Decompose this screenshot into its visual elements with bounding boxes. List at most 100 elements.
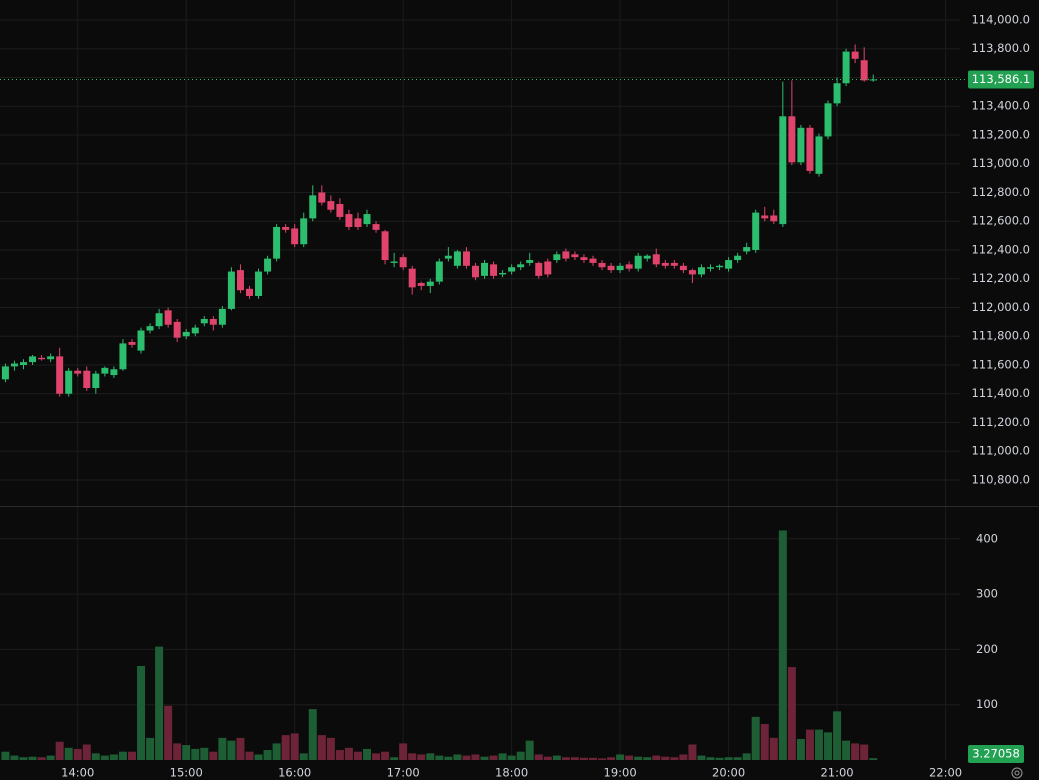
candle-body: [490, 264, 498, 276]
candle-body: [390, 261, 398, 263]
candle-body: [616, 265, 624, 271]
volume-bar: [381, 751, 390, 760]
volume-bar: [308, 709, 317, 760]
volume-bar: [335, 750, 344, 760]
y2-tick-label: 400: [976, 531, 998, 545]
candle-body: [598, 262, 606, 268]
volume-bar: [534, 754, 543, 760]
volume-bar: [272, 743, 281, 760]
candle-body: [291, 228, 299, 245]
candle-body: [191, 327, 199, 334]
y-tick-label: 111,800.0: [971, 329, 1030, 343]
candle-body: [679, 265, 687, 271]
volume-bar: [507, 755, 516, 760]
volume-bar: [724, 757, 733, 760]
x-tick-label: 22:00: [929, 766, 962, 780]
candle-body: [227, 271, 235, 309]
volume-bar: [453, 754, 462, 760]
volume-bar: [236, 737, 245, 760]
volume-bar: [715, 757, 724, 760]
candle-body: [734, 255, 742, 261]
volume-bar: [516, 751, 525, 760]
last-price-label: 113,586.1: [972, 72, 1031, 86]
volume-bar: [697, 755, 706, 760]
candle-body: [318, 192, 326, 203]
volume-bar: [28, 756, 37, 760]
candle-body: [589, 258, 597, 263]
volume-bar: [625, 755, 634, 760]
candle-body: [661, 262, 669, 266]
x-tick-label: 17:00: [387, 766, 420, 780]
volume-bar: [814, 729, 823, 760]
volume-bar: [182, 745, 191, 760]
candle-body: [273, 226, 281, 259]
y-tick-label: 113,400.0: [971, 99, 1030, 113]
candle-body: [173, 321, 181, 338]
candle-body: [245, 288, 253, 296]
x-tick-label: 14:00: [61, 766, 94, 780]
volume-bar: [462, 755, 471, 760]
volume-bar: [91, 753, 100, 760]
volume-bar: [471, 754, 480, 760]
candle-body: [336, 203, 344, 217]
candle-body: [860, 60, 868, 81]
candle-body: [408, 268, 416, 288]
volume-bar: [444, 756, 453, 760]
last-volume-box: [968, 745, 1024, 763]
candle-body: [607, 265, 615, 271]
settings-icon[interactable]: [1011, 767, 1023, 779]
volume-bar: [525, 740, 534, 760]
candle-body: [499, 272, 507, 275]
volume-bar: [55, 741, 64, 760]
volume-bar: [209, 751, 218, 760]
candle-body: [444, 255, 452, 259]
candle-body: [797, 127, 805, 163]
settings-icon-inner: [1014, 770, 1020, 776]
volume-bar: [480, 756, 489, 760]
candle-body: [83, 370, 91, 388]
candle-body: [354, 218, 362, 227]
candle-body: [743, 247, 751, 252]
volume-bar: [254, 754, 263, 760]
volume-bar: [688, 744, 697, 760]
volume-bar: [227, 740, 236, 760]
y-tick-label: 113,200.0: [971, 127, 1030, 141]
volume-bar: [363, 748, 372, 760]
volume-bar: [778, 530, 787, 760]
volume-bar: [137, 665, 146, 760]
candle-body: [761, 215, 769, 219]
y-tick-label: 112,200.0: [971, 271, 1030, 285]
volume-bar: [733, 757, 742, 760]
candle-body: [345, 214, 353, 227]
candle-body: [697, 267, 705, 275]
volume-bar: [100, 755, 109, 760]
volume-bar: [191, 748, 200, 760]
candle-body: [435, 261, 443, 282]
volume-bar: [869, 758, 878, 760]
candle-body: [10, 363, 18, 367]
candle-body: [300, 218, 308, 245]
candle-body: [851, 51, 859, 59]
candle-body: [842, 51, 850, 84]
candle-body: [788, 116, 796, 163]
volume-bar: [245, 751, 254, 760]
volume-bar: [200, 747, 209, 760]
candle-body: [833, 83, 841, 104]
candle-body: [535, 262, 543, 276]
candle-body: [815, 136, 823, 174]
volume-bar: [426, 753, 435, 760]
y-tick-label: 112,800.0: [971, 185, 1030, 199]
volume-bar: [164, 705, 173, 760]
candle-body: [38, 357, 46, 360]
volume-bar: [46, 755, 55, 760]
volume-bar: [670, 757, 679, 760]
candle-body: [119, 343, 127, 370]
candle-body: [806, 127, 814, 171]
volume-bar: [588, 757, 597, 760]
candle-body: [399, 257, 407, 268]
last-volume-label: 3.27058: [972, 747, 1020, 761]
candle-body: [725, 260, 733, 269]
x-tick-label: 19:00: [604, 766, 637, 780]
volume-bar: [326, 737, 335, 760]
candle-body: [544, 261, 552, 275]
